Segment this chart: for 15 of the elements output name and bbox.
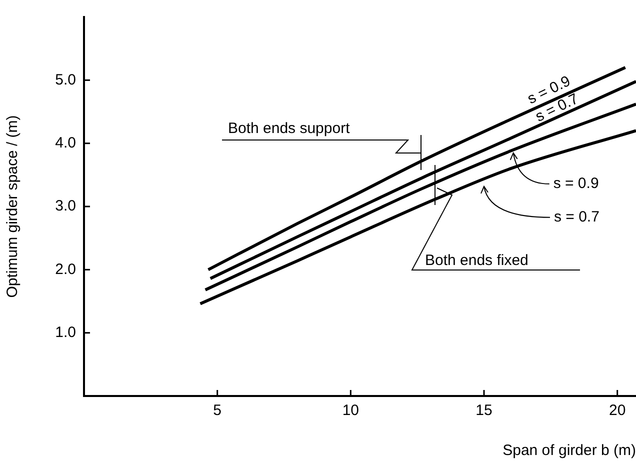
x-tick-label: 15 (476, 402, 492, 420)
annotation: Both ends fixed (425, 252, 528, 269)
y-tick-label: 1.0 (55, 324, 76, 341)
annotation: s = 0.7 (554, 208, 600, 226)
y-tick-label: 4.0 (55, 134, 76, 152)
annotation: s = 0.9 (553, 175, 599, 192)
x-axis-title: Span of girder b (m) (502, 442, 636, 460)
annotation: Both ends support (228, 120, 351, 137)
x-tick-label: 5 (213, 402, 222, 420)
y-tick-label: 3.0 (55, 198, 76, 215)
y-axis-title: Optimum girder space / (m) (4, 115, 22, 298)
x-tick-label: 10 (342, 402, 360, 420)
y-tick-label: 2.0 (55, 260, 76, 278)
x-tick-label: 20 (608, 402, 626, 420)
y-tick-label: 5.0 (55, 71, 76, 88)
